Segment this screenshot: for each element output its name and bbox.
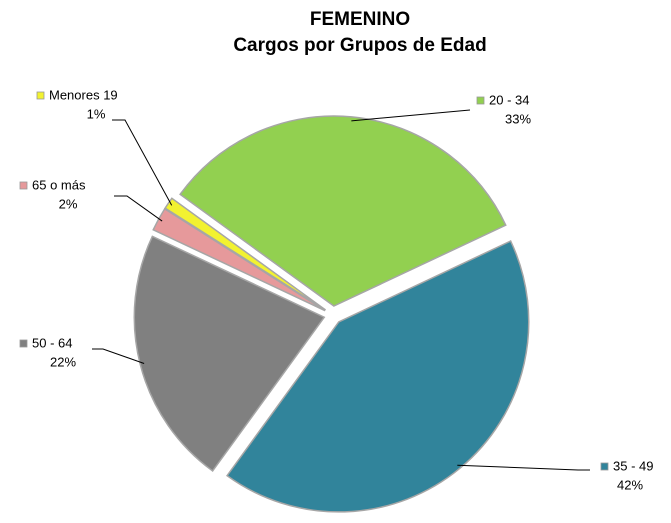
leader-line bbox=[92, 348, 145, 364]
pie-slice bbox=[133, 235, 326, 472]
legend-swatch bbox=[19, 339, 28, 348]
slice-label: 35 - 49 bbox=[613, 458, 653, 473]
pie-slice bbox=[179, 115, 507, 307]
leader-line bbox=[351, 109, 471, 122]
value-label: 42% bbox=[617, 477, 643, 492]
leader-line bbox=[114, 195, 163, 222]
slice-label: Menores 19 bbox=[49, 87, 118, 102]
chart-subtitle: Cargos por Grupos de Edad bbox=[233, 35, 486, 56]
value-label: 1% bbox=[87, 106, 106, 121]
legend-swatch bbox=[476, 96, 485, 105]
legend-swatch bbox=[600, 462, 609, 471]
value-label: 2% bbox=[59, 196, 78, 211]
leader-line bbox=[457, 464, 590, 471]
slice-label: 20 - 34 bbox=[489, 92, 529, 107]
slice-label: 50 - 64 bbox=[32, 335, 72, 350]
slice-label: 65 o más bbox=[32, 177, 86, 192]
chart-title: FEMENINO bbox=[310, 9, 410, 30]
legend-swatch bbox=[19, 181, 28, 190]
pie-slice bbox=[164, 197, 326, 311]
legend-swatch bbox=[36, 91, 45, 100]
value-label: 22% bbox=[50, 354, 76, 369]
leader-line bbox=[112, 119, 173, 206]
pie-slice bbox=[226, 240, 530, 513]
value-label: 33% bbox=[505, 111, 531, 126]
